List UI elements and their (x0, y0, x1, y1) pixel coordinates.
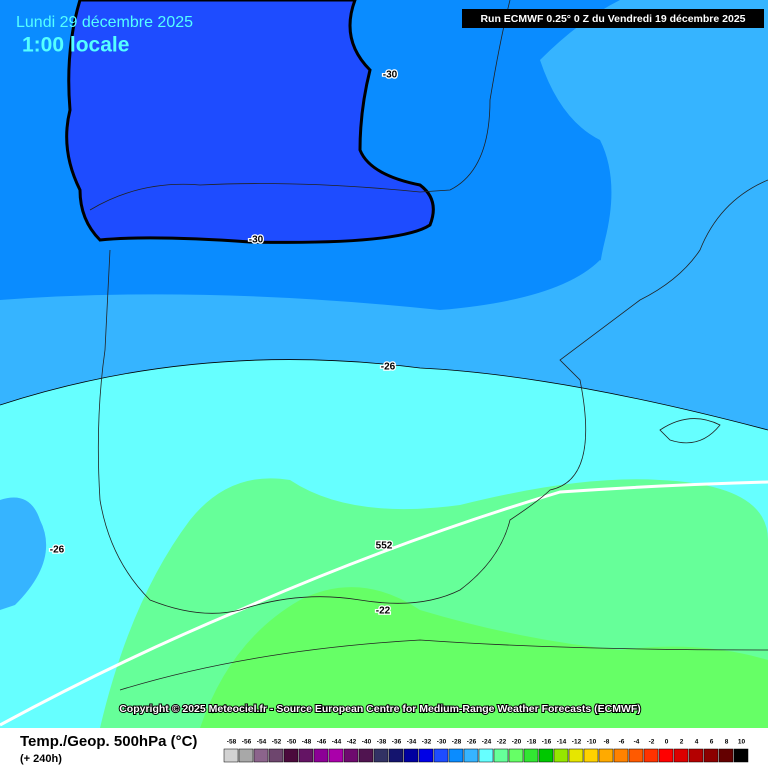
legend-label: -2 (649, 739, 655, 746)
isotherm-line (0, 359, 768, 431)
legend-label: 0 (665, 739, 669, 746)
legend-label: -40 (362, 739, 372, 746)
legend-label: -4 (634, 739, 640, 746)
legend-label: -38 (377, 739, 387, 746)
legend-label: 10 (738, 739, 746, 746)
legend-swatch (388, 748, 404, 763)
legend-swatch (658, 748, 674, 763)
legend-label: -46 (317, 739, 327, 746)
legend-swatch (508, 748, 524, 763)
legend-swatch (703, 748, 719, 763)
legend-label: -58 (227, 739, 237, 746)
legend-swatch (418, 748, 434, 763)
run-label: Run ECMWF 0.25° 0 Z du Vendredi 19 décem… (480, 13, 745, 25)
geopotential-552 (0, 480, 768, 727)
legend-swatch (688, 748, 704, 763)
map (0, 0, 768, 728)
legend-swatch (568, 748, 584, 763)
legend-label: -24 (482, 739, 492, 746)
time-label: 1:00 locale (22, 34, 129, 57)
legend-label: -6 (619, 739, 625, 746)
contour-labels: -30 -30 -26 -26 552 -22 (49, 68, 399, 618)
legend-label: 8 (725, 739, 729, 746)
contour-label: -30 (383, 70, 398, 81)
legend-swatch (358, 748, 374, 763)
legend-swatch (298, 748, 314, 763)
contour-label: -22 (376, 606, 391, 617)
legend-label: -30 (437, 739, 447, 746)
legend-label: -22 (497, 739, 507, 746)
legend-swatch (268, 748, 284, 763)
legend-swatch (433, 748, 449, 763)
legend-swatch (283, 748, 299, 763)
legend-swatch (403, 748, 419, 763)
legend-label: -28 (452, 739, 462, 746)
legend-swatch (493, 748, 509, 763)
legend-swatch (313, 748, 329, 763)
legend-swatch (553, 748, 569, 763)
footer-title: Temp./Geop. 500hPa (°C) (20, 733, 197, 750)
legend-label: -10 (587, 739, 597, 746)
contour-label: -30 (249, 235, 264, 246)
legend-label: 6 (710, 739, 714, 746)
legend-swatch (328, 748, 344, 763)
run-box (462, 9, 764, 28)
legend-swatch (373, 748, 389, 763)
band-20 (200, 587, 768, 728)
legend: -58 -56 -54 -52 -50 -48 -46 -44 -42 -40 -38 -36 -34-… (223, 739, 749, 763)
legend-swatch (673, 748, 689, 763)
legend-label: -14 (557, 739, 567, 746)
legend-swatch (598, 748, 614, 763)
legend-swatch (223, 748, 239, 763)
legend-swatch (343, 748, 359, 763)
cell-26 (0, 497, 47, 610)
legend-label: -44 (332, 739, 342, 746)
legend-swatch (478, 748, 494, 763)
legend-swatch (448, 748, 464, 763)
legend-swatch (253, 748, 269, 763)
contour-30 (65, 0, 435, 244)
legend-label: -56 (242, 739, 252, 746)
legend-label: -16 (542, 739, 552, 746)
legend-label: -54 (257, 739, 267, 746)
legend-swatch (463, 748, 479, 763)
legend-label: -42 (347, 739, 357, 746)
contour-label: -26 (381, 362, 396, 373)
legend-label: -36 (392, 739, 402, 746)
contour-label: 552 (376, 541, 393, 552)
date-label: Lundi 29 décembre 2025 (16, 14, 193, 31)
legend-label: -8 (604, 739, 610, 746)
legend-label: -34 (407, 739, 417, 746)
legend-label: -50 (287, 739, 297, 746)
footer-lead: (+ 240h) (20, 753, 62, 765)
legend-label: 4 (695, 739, 699, 746)
legend-label: 2 (680, 739, 684, 746)
legend-swatch (733, 748, 749, 763)
legend-label: -32 (422, 739, 432, 746)
legend-swatch (718, 748, 734, 763)
legend-swatch (583, 748, 599, 763)
legend-label: -18 (527, 739, 537, 746)
legend-label: -52 (272, 739, 282, 746)
legend-label: -26 (467, 739, 477, 746)
legend-label: -48 (302, 739, 312, 746)
legend-swatch (628, 748, 644, 763)
legend-label: -12 (572, 739, 582, 746)
legend-swatch (613, 748, 629, 763)
legend-label: -20 (512, 739, 522, 746)
legend-swatch (238, 748, 254, 763)
legend-swatch (643, 748, 659, 763)
copyright: Copyright © 2025 Meteociel.fr - Source E… (119, 703, 641, 715)
legend-swatch (523, 748, 539, 763)
legend-swatch (538, 748, 554, 763)
coastlines (89, 0, 768, 691)
contour-label: -26 (50, 545, 65, 556)
